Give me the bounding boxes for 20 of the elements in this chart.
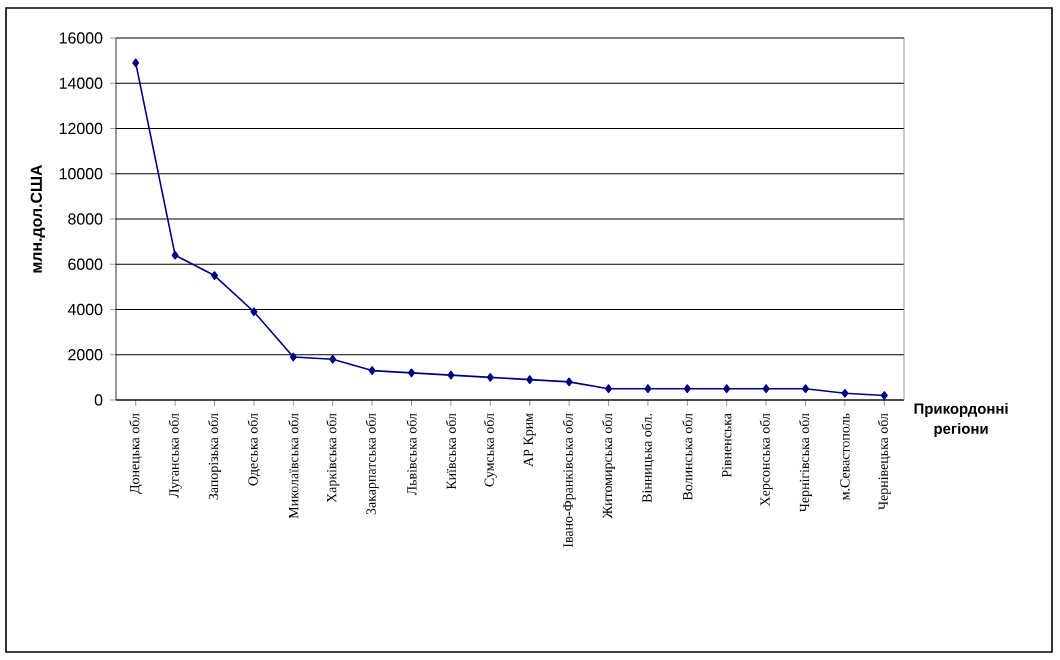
point [250, 307, 258, 317]
point [880, 391, 888, 400]
point [368, 366, 376, 375]
point [132, 58, 140, 68]
point [526, 375, 534, 385]
point [841, 388, 849, 398]
point [762, 384, 770, 394]
point [683, 384, 691, 394]
point [605, 384, 613, 394]
point [408, 368, 416, 378]
point [329, 354, 337, 364]
point [486, 372, 494, 382]
point [802, 384, 810, 394]
point [289, 352, 297, 362]
point [565, 377, 573, 387]
point [644, 384, 652, 394]
point [723, 384, 731, 394]
point [211, 271, 218, 280]
point [171, 250, 179, 260]
point [447, 370, 455, 380]
